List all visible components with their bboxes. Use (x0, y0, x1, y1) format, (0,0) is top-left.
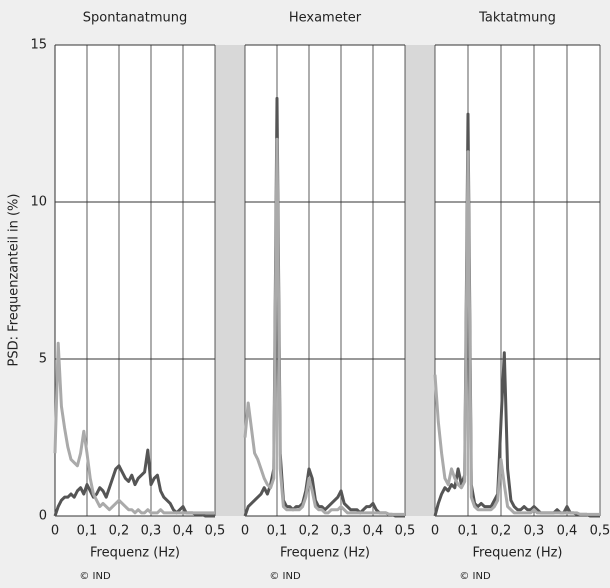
x-tick-label: 0,5 (590, 524, 610, 539)
y-tick-label: 5 (39, 352, 47, 367)
x-tick-label: 0 (51, 524, 59, 539)
panel-title: Hexameter (289, 11, 362, 26)
series-line (243, 137, 405, 516)
x-tick-label: 0,4 (363, 524, 384, 539)
x-tick-label: 0,3 (141, 524, 162, 539)
y-tick-label: 0 (39, 509, 47, 524)
y-tick-label: 10 (30, 195, 47, 210)
x-tick-label: 0,2 (491, 524, 512, 539)
panel-gap (215, 45, 245, 516)
x-tick-label: 0,3 (524, 524, 545, 539)
x-axis-label: Frequenz (Hz) (472, 546, 562, 561)
x-tick-label: 0 (241, 524, 249, 539)
x-tick-label: 0,4 (173, 524, 194, 539)
series-line (53, 341, 215, 515)
x-tick-label: 0,2 (299, 524, 320, 539)
x-tick-label: 0 (431, 524, 439, 539)
x-axis-label: Frequenz (Hz) (90, 546, 180, 561)
credit: © IND (459, 571, 491, 582)
x-tick-label: 0,1 (77, 524, 98, 539)
plot-area (55, 45, 600, 516)
x-tick-label: 0,5 (205, 524, 226, 539)
y-axis-label: PSD: Frequenzanteil in (%) (7, 194, 22, 367)
series-line (433, 150, 600, 516)
x-axis-label: Frequenz (Hz) (280, 546, 370, 561)
x-tick-label: 0,5 (395, 524, 416, 539)
x-tick-label: 0,2 (109, 524, 130, 539)
x-tick-label: 0,3 (331, 524, 352, 539)
x-tick-label: 0,4 (557, 524, 578, 539)
panel-gap (405, 45, 435, 516)
x-tick-label: 0,1 (267, 524, 288, 539)
credit: © IND (79, 571, 111, 582)
x-tick-label: 0,1 (458, 524, 479, 539)
panel-title: Taktatmung (478, 11, 556, 26)
panel-title: Spontanatmung (83, 11, 187, 26)
y-tick-label: 15 (30, 38, 47, 53)
credit: © IND (269, 571, 301, 582)
